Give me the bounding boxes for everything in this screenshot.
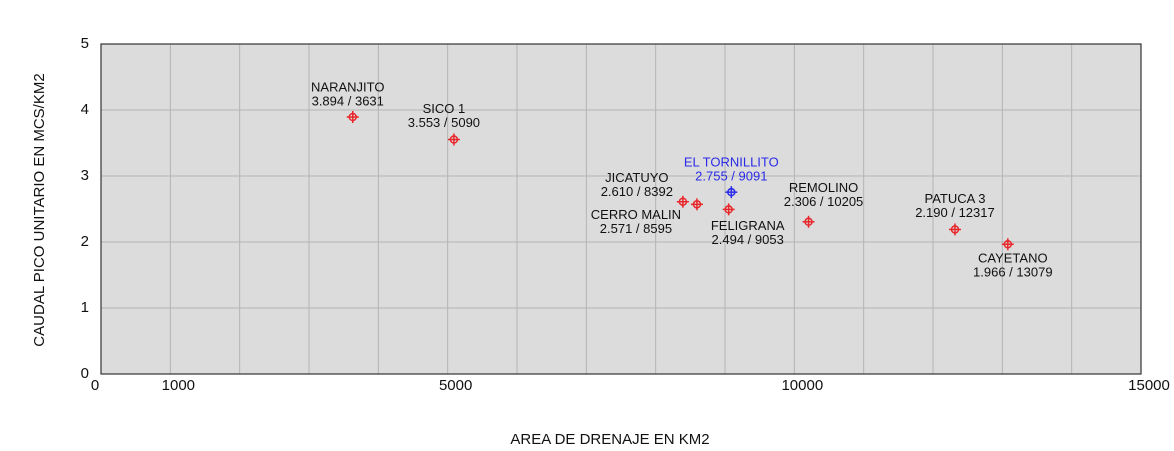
point [722,203,735,216]
point-name: JICATUYO [605,170,668,185]
point-name: FELIGRANA [711,218,785,233]
point-name: CERRO MALIN [591,207,681,222]
point-name: CAYETANO [978,251,1048,266]
y-tick-label: 0 [81,365,89,382]
point [447,133,460,146]
point-value-label: 2.190 / 12317 [915,205,995,220]
point-value-label: 3.894 / 3631 [312,93,384,108]
x-tick-label: 0 [91,377,99,394]
point-name: NARANJITO [311,79,384,94]
x-tick-label: 5000 [439,377,472,394]
point-value-label: 2.610 / 8392 [601,184,673,199]
y-tick-label: 5 [81,35,89,52]
point-value-label: 2.306 / 10205 [784,194,864,209]
point [1001,238,1014,251]
point-value-label: 2.755 / 9091 [695,169,767,184]
point-name: EL TORNILLITO [684,155,779,170]
y-axis-label: CAUDAL PICO UNITARIO EN MCS/KM2 [31,73,48,346]
y-tick-label: 3 [81,167,89,184]
point [725,186,738,199]
plot-border [100,43,1142,375]
point-value-label: 2.494 / 9053 [712,232,784,247]
point [802,215,815,228]
point-value-label: 3.553 / 5090 [408,115,480,130]
x-axis-label: AREA DE DRENAJE EN KM2 [510,431,709,448]
point [676,195,689,208]
x-tick-label: 15000 [1128,377,1170,394]
point [690,198,703,211]
y-tick-label: 2 [81,233,89,250]
plot-area [101,44,1141,374]
point [346,110,359,123]
point-name: REMOLINO [789,180,858,195]
point-value-label: 2.571 / 8595 [600,221,672,236]
point [948,223,961,236]
point-value-label: 1.966 / 13079 [973,265,1053,280]
x-tick-label: 10000 [781,377,823,394]
point-name: PATUCA 3 [925,191,986,206]
y-tick-label: 4 [81,101,89,118]
point-name: SICO 1 [423,101,466,116]
x-tick-label: 1000 [162,377,195,394]
y-tick-label: 1 [81,299,89,316]
